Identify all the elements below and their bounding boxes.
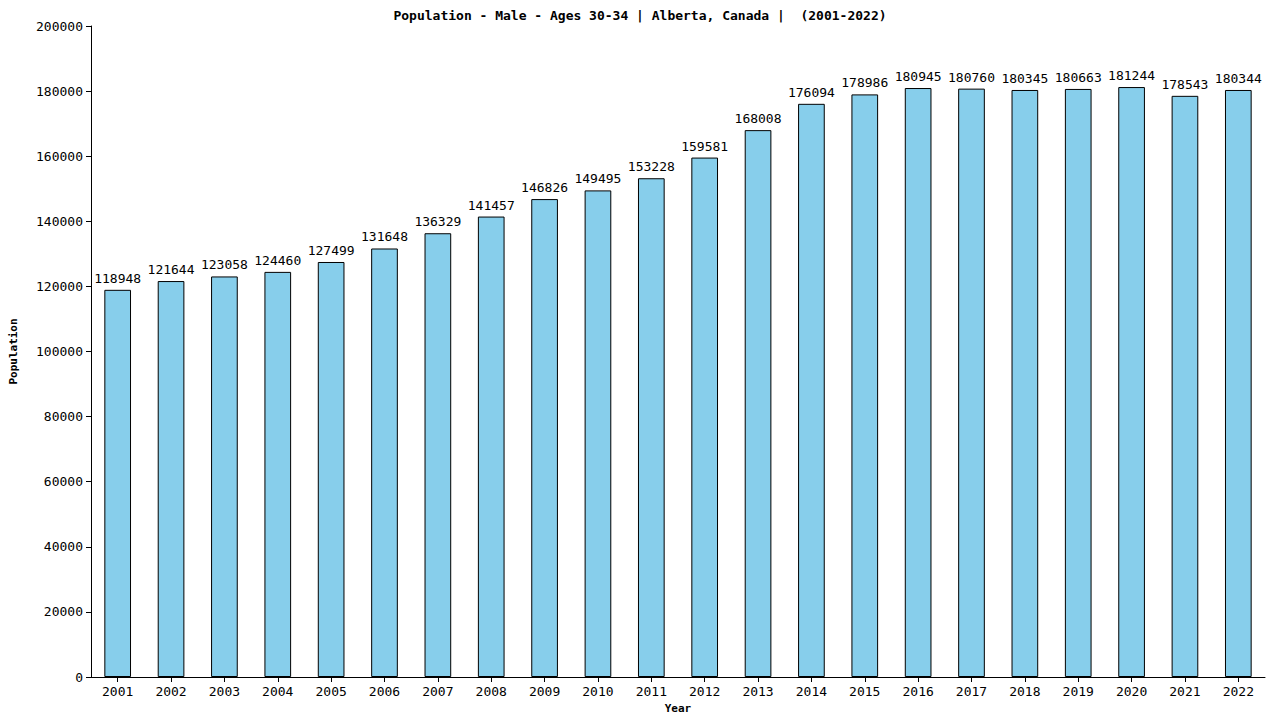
svg-text:181244: 181244 — [1108, 68, 1155, 83]
svg-text:127499: 127499 — [308, 243, 355, 258]
svg-text:178543: 178543 — [1161, 77, 1208, 92]
svg-text:180000: 180000 — [36, 84, 83, 99]
svg-text:118948: 118948 — [94, 271, 141, 286]
svg-text:2014: 2014 — [796, 684, 827, 699]
svg-text:40000: 40000 — [44, 539, 83, 554]
svg-text:2007: 2007 — [422, 684, 453, 699]
svg-text:120000: 120000 — [36, 279, 83, 294]
svg-text:2022: 2022 — [1223, 684, 1254, 699]
svg-text:2009: 2009 — [529, 684, 560, 699]
svg-text:2010: 2010 — [582, 684, 613, 699]
svg-text:178986: 178986 — [841, 75, 888, 90]
svg-text:180945: 180945 — [895, 69, 942, 84]
svg-text:2016: 2016 — [902, 684, 933, 699]
svg-text:160000: 160000 — [36, 149, 83, 164]
svg-text:2021: 2021 — [1169, 684, 1200, 699]
svg-text:168008: 168008 — [735, 111, 782, 126]
svg-text:60000: 60000 — [44, 474, 83, 489]
svg-text:Year: Year — [665, 702, 692, 715]
svg-text:180663: 180663 — [1055, 70, 1102, 85]
svg-text:149495: 149495 — [574, 171, 621, 186]
svg-text:123058: 123058 — [201, 257, 248, 272]
svg-text:200000: 200000 — [36, 19, 83, 34]
svg-text:153228: 153228 — [628, 159, 675, 174]
svg-text:2015: 2015 — [849, 684, 880, 699]
svg-text:176094: 176094 — [788, 85, 835, 100]
svg-text:Population: Population — [7, 318, 20, 384]
svg-text:136329: 136329 — [414, 214, 461, 229]
svg-text:2001: 2001 — [102, 684, 133, 699]
svg-text:131648: 131648 — [361, 229, 408, 244]
svg-text:124460: 124460 — [254, 253, 301, 268]
svg-text:2012: 2012 — [689, 684, 720, 699]
svg-text:180345: 180345 — [1001, 71, 1048, 86]
svg-text:141457: 141457 — [468, 198, 515, 213]
svg-text:2017: 2017 — [956, 684, 987, 699]
svg-text:2011: 2011 — [636, 684, 667, 699]
svg-text:100000: 100000 — [36, 344, 83, 359]
svg-text:2006: 2006 — [369, 684, 400, 699]
svg-text:2019: 2019 — [1063, 684, 1094, 699]
svg-text:2020: 2020 — [1116, 684, 1147, 699]
svg-text:2002: 2002 — [155, 684, 186, 699]
svg-text:2018: 2018 — [1009, 684, 1040, 699]
svg-text:180760: 180760 — [948, 70, 995, 85]
svg-text:146826: 146826 — [521, 180, 568, 195]
svg-text:121644: 121644 — [148, 262, 195, 277]
svg-text:2008: 2008 — [476, 684, 507, 699]
svg-text:159581: 159581 — [681, 139, 728, 154]
svg-text:140000: 140000 — [36, 214, 83, 229]
svg-text:2013: 2013 — [742, 684, 773, 699]
svg-text:2004: 2004 — [262, 684, 293, 699]
svg-text:Population - Male - Ages 30-34: Population - Male - Ages 30-34 | Alberta… — [393, 8, 886, 23]
svg-text:0: 0 — [75, 670, 83, 685]
svg-text:2005: 2005 — [315, 684, 346, 699]
svg-text:80000: 80000 — [44, 409, 83, 424]
svg-text:180344: 180344 — [1215, 71, 1262, 86]
svg-text:2003: 2003 — [209, 684, 240, 699]
svg-text:20000: 20000 — [44, 604, 83, 619]
